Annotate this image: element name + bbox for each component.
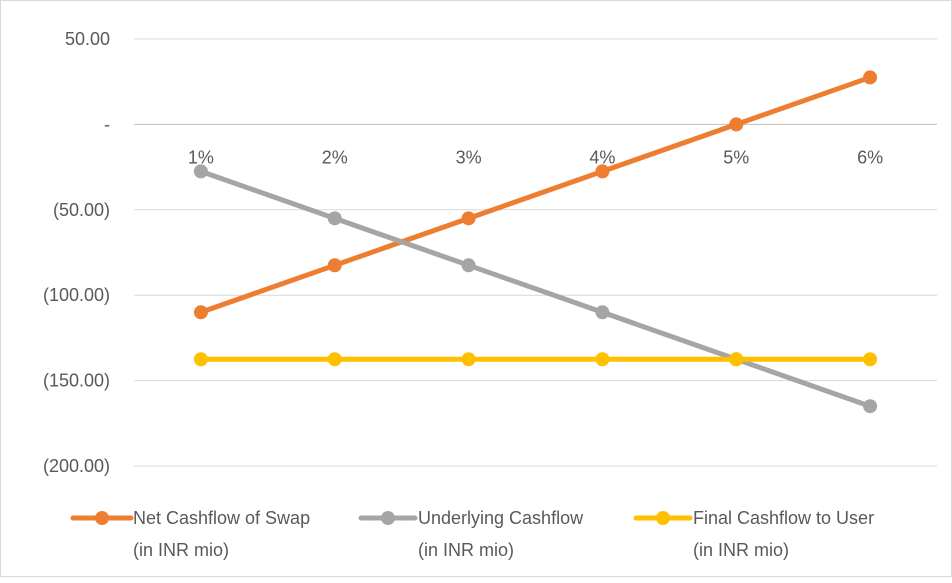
data-point [595, 305, 610, 320]
data-point [193, 164, 208, 179]
legend-label-line1: Final Cashflow to User [693, 508, 874, 528]
legend-label-line2: (in INR mio) [133, 540, 229, 560]
y-tick-label: (200.00) [43, 456, 110, 476]
x-tick-label: 5% [723, 147, 749, 167]
x-tick-label: 4% [589, 147, 615, 167]
data-point [461, 258, 476, 273]
legend-label-line2: (in INR mio) [693, 540, 789, 560]
data-point [863, 70, 878, 85]
data-point [461, 352, 476, 367]
legend-item: Underlying Cashflow (in INR mio) [358, 508, 584, 560]
series-line [198, 168, 873, 409]
x-tick-label: 2% [322, 147, 348, 167]
legend-label-line2: (in INR mio) [418, 540, 514, 560]
legend-swatch-marker [95, 511, 109, 525]
series-1 [193, 70, 878, 320]
data-point [327, 258, 342, 273]
data-point [461, 211, 476, 226]
data-point [193, 305, 208, 320]
legend-label-line1: Underlying Cashflow [418, 508, 584, 528]
legend-item: Net Cashflow of Swap (in INR mio) [70, 508, 310, 560]
y-tick-label: - [104, 114, 110, 134]
x-tick-label: 3% [456, 147, 482, 167]
legend-label-line1: Net Cashflow of Swap [133, 508, 310, 528]
y-tick-label: (100.00) [43, 285, 110, 305]
data-point [863, 399, 878, 414]
legend-item: Final Cashflow to User (in INR mio) [633, 508, 874, 560]
data-point [595, 352, 610, 367]
data-point [863, 352, 878, 367]
legend-swatch-marker [381, 511, 395, 525]
legend-swatch-marker [656, 511, 670, 525]
series-2 [193, 164, 878, 414]
series-3 [193, 352, 878, 367]
data-point [327, 352, 342, 367]
series-lines [193, 70, 878, 414]
y-tick-label: (150.00) [43, 371, 110, 391]
x-tick-label: 1% [188, 147, 214, 167]
series-line [198, 74, 873, 315]
x-tick-label: 6% [857, 147, 883, 167]
data-point [193, 352, 208, 367]
data-point [729, 352, 744, 367]
legend: Net Cashflow of Swap(in INR mio)Underlyi… [70, 508, 874, 560]
data-point [595, 164, 610, 179]
x-axis-tick-labels: 1% 2% 3% 4% 5% 6% [188, 147, 883, 167]
y-axis-tick-labels: 50.00 - (50.00) (100.00) (150.00) (200.00) [43, 29, 110, 476]
y-tick-label: 50.00 [65, 29, 110, 49]
gridlines [134, 38, 937, 467]
y-tick-label: (50.00) [53, 200, 110, 220]
data-point [327, 211, 342, 226]
data-point [729, 117, 744, 132]
